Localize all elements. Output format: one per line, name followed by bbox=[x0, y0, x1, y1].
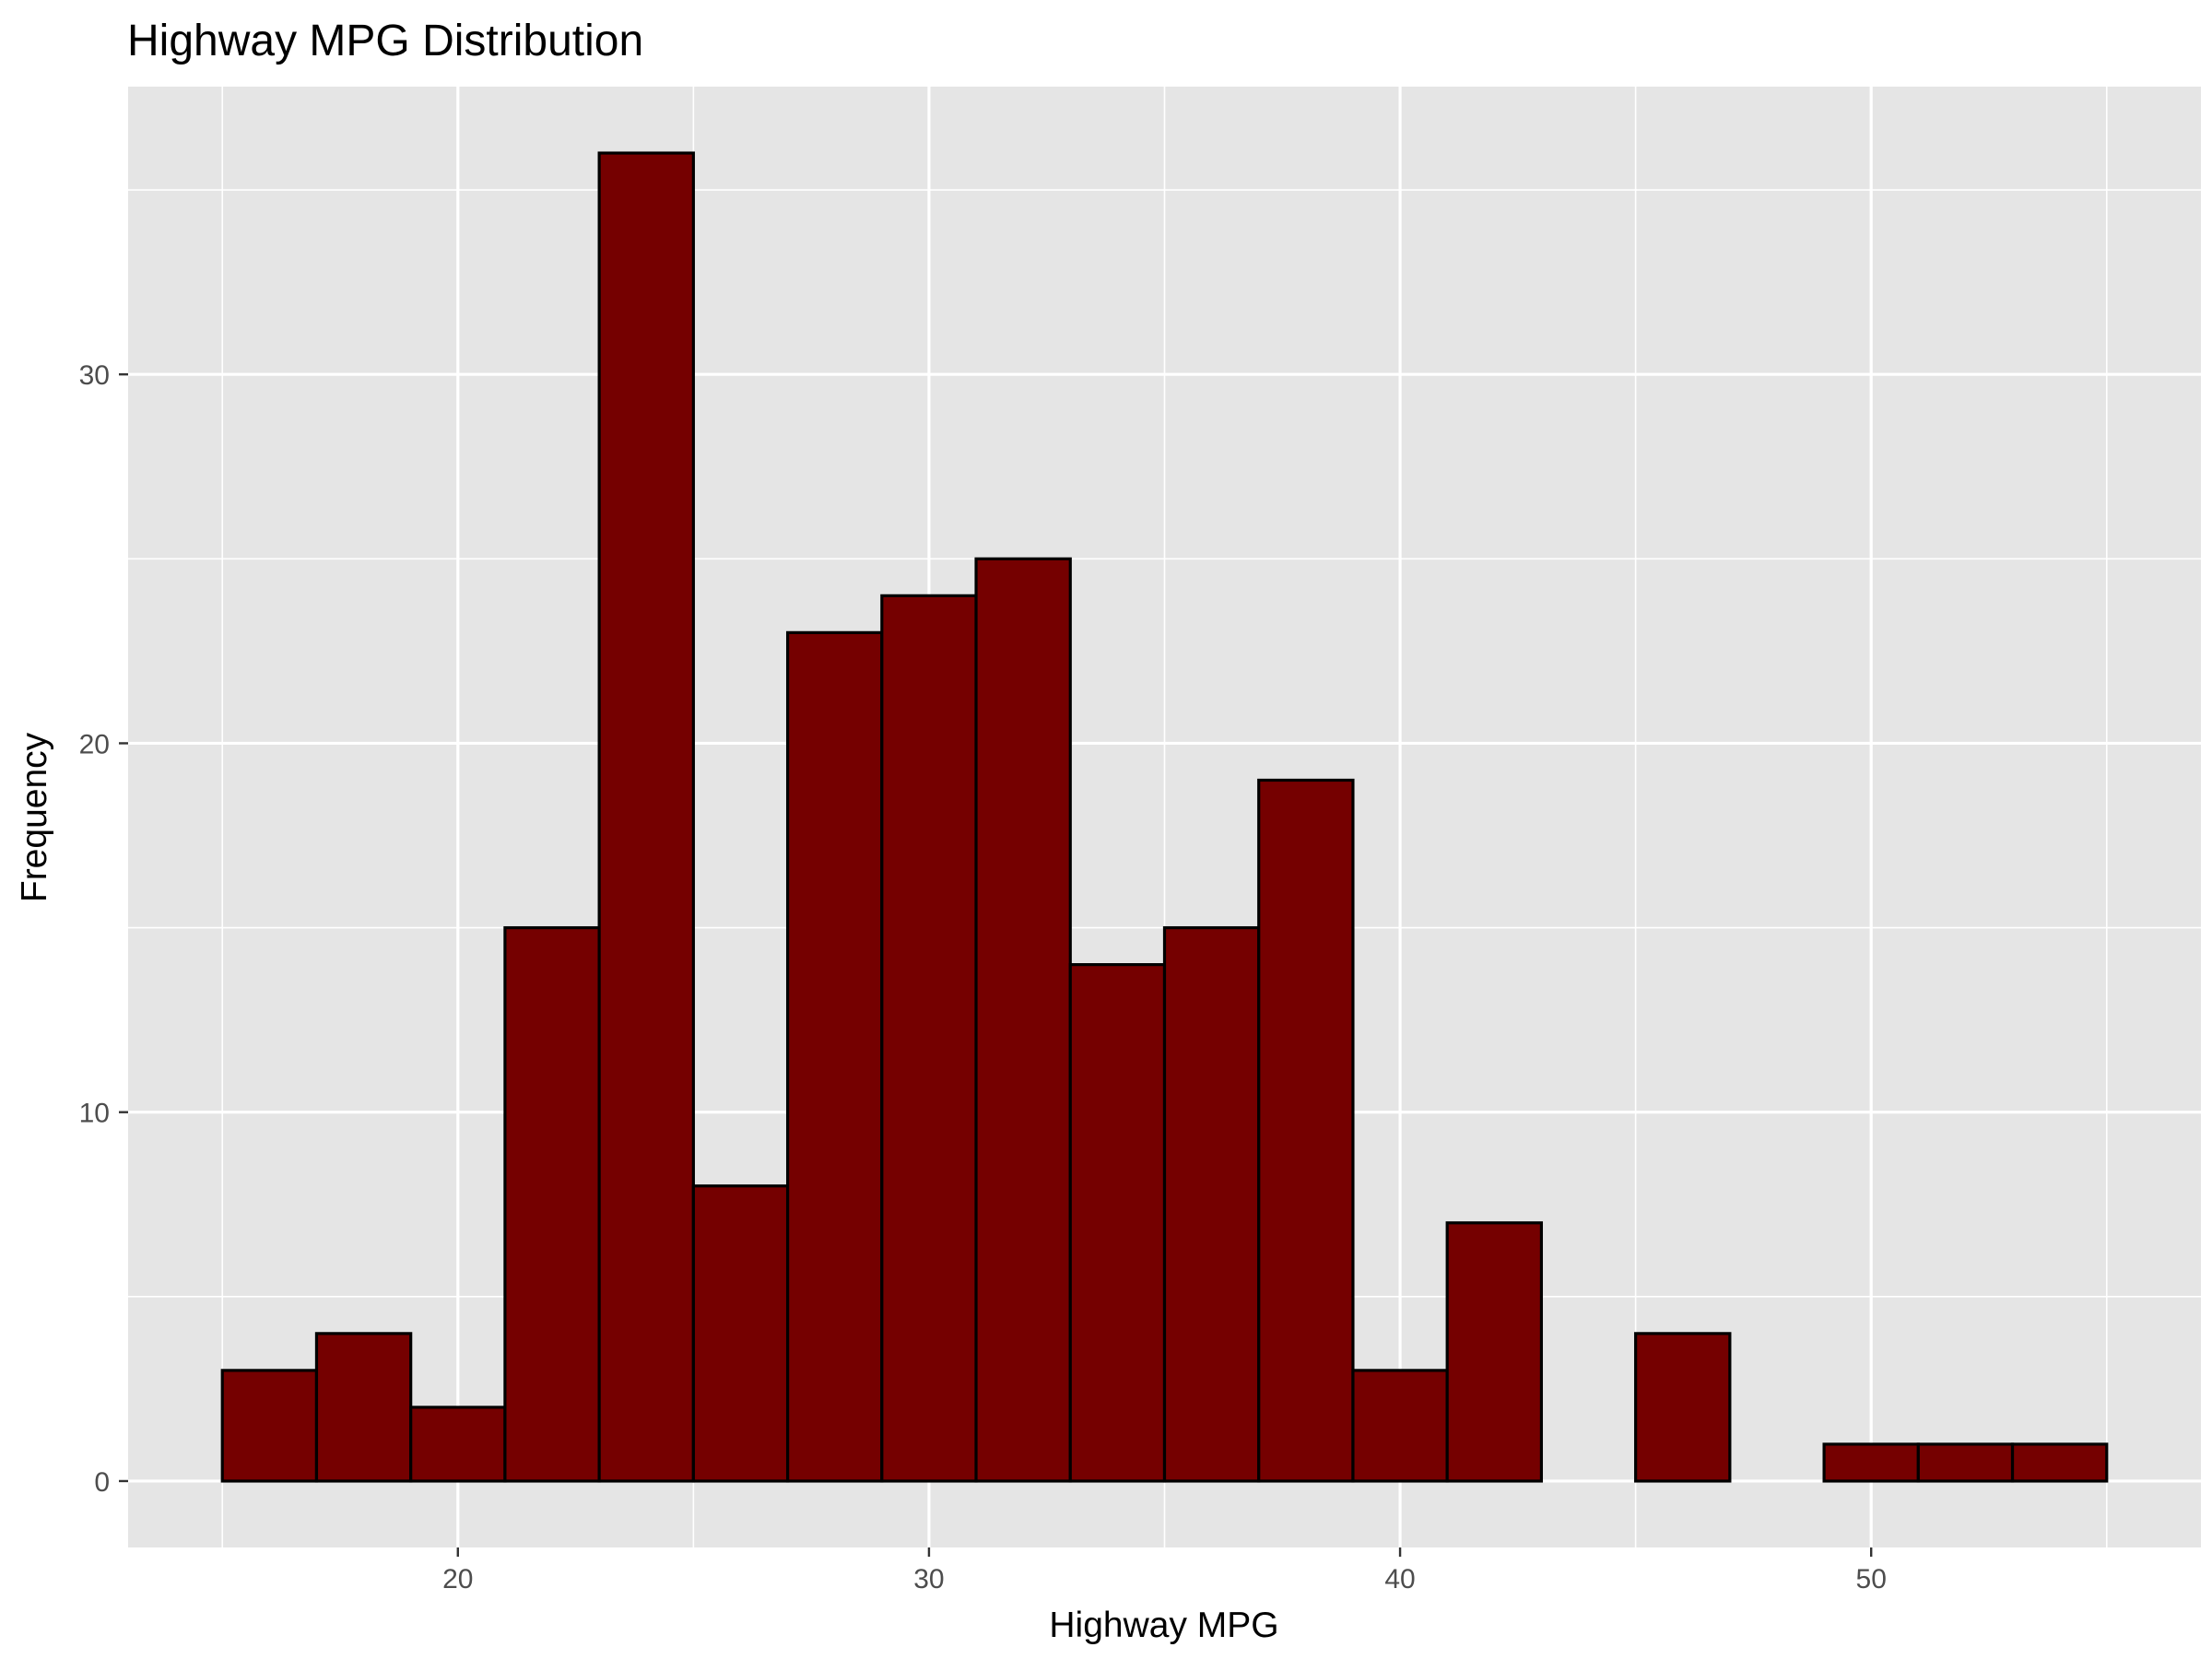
chart-title: Highway MPG Distribution bbox=[127, 17, 643, 65]
histogram-bar: 3 bbox=[220, 1369, 319, 1483]
histogram-bar: 36 bbox=[597, 151, 695, 1483]
y-tick-label: 30 bbox=[79, 360, 110, 391]
x-tick-label: 40 bbox=[1384, 1564, 1415, 1594]
x-tick-label: 20 bbox=[442, 1564, 473, 1594]
histogram-bar: 4 bbox=[1634, 1332, 1732, 1483]
y-tick-label: 20 bbox=[79, 729, 110, 759]
x-tick-label: 50 bbox=[1856, 1564, 1887, 1594]
histogram-bars: 3421536823242514151937040111 bbox=[220, 151, 2109, 1483]
histogram-bar: 1 bbox=[2010, 1442, 2109, 1483]
histogram-bar: 8 bbox=[691, 1184, 790, 1483]
histogram-bar: 1 bbox=[1916, 1442, 2015, 1483]
histogram-bar: 23 bbox=[785, 630, 884, 1483]
histogram-bar: 14 bbox=[1068, 963, 1167, 1483]
histogram-bar: 4 bbox=[314, 1332, 413, 1483]
histogram-bar: 15 bbox=[1162, 925, 1261, 1483]
histogram-bar: 19 bbox=[1257, 778, 1355, 1483]
x-axis-title: Highway MPG bbox=[1049, 1606, 1278, 1645]
histogram-bar: 1 bbox=[1822, 1442, 1920, 1483]
histogram-bar: 2 bbox=[409, 1406, 507, 1483]
histogram-bar: 7 bbox=[1445, 1221, 1544, 1483]
y-tick-label: 0 bbox=[94, 1467, 110, 1498]
y-tick-label: 10 bbox=[79, 1099, 110, 1129]
axes: 0 10 20 30 20 30 40 50 bbox=[79, 360, 1887, 1594]
histogram-bar: 25 bbox=[974, 557, 1072, 1483]
y-axis-title: Frequency bbox=[15, 732, 54, 902]
histogram-bar: 3 bbox=[1351, 1369, 1449, 1483]
histogram-bar: 24 bbox=[880, 594, 978, 1483]
x-tick-label: 30 bbox=[913, 1564, 944, 1594]
histogram-bar: 15 bbox=[503, 925, 601, 1483]
